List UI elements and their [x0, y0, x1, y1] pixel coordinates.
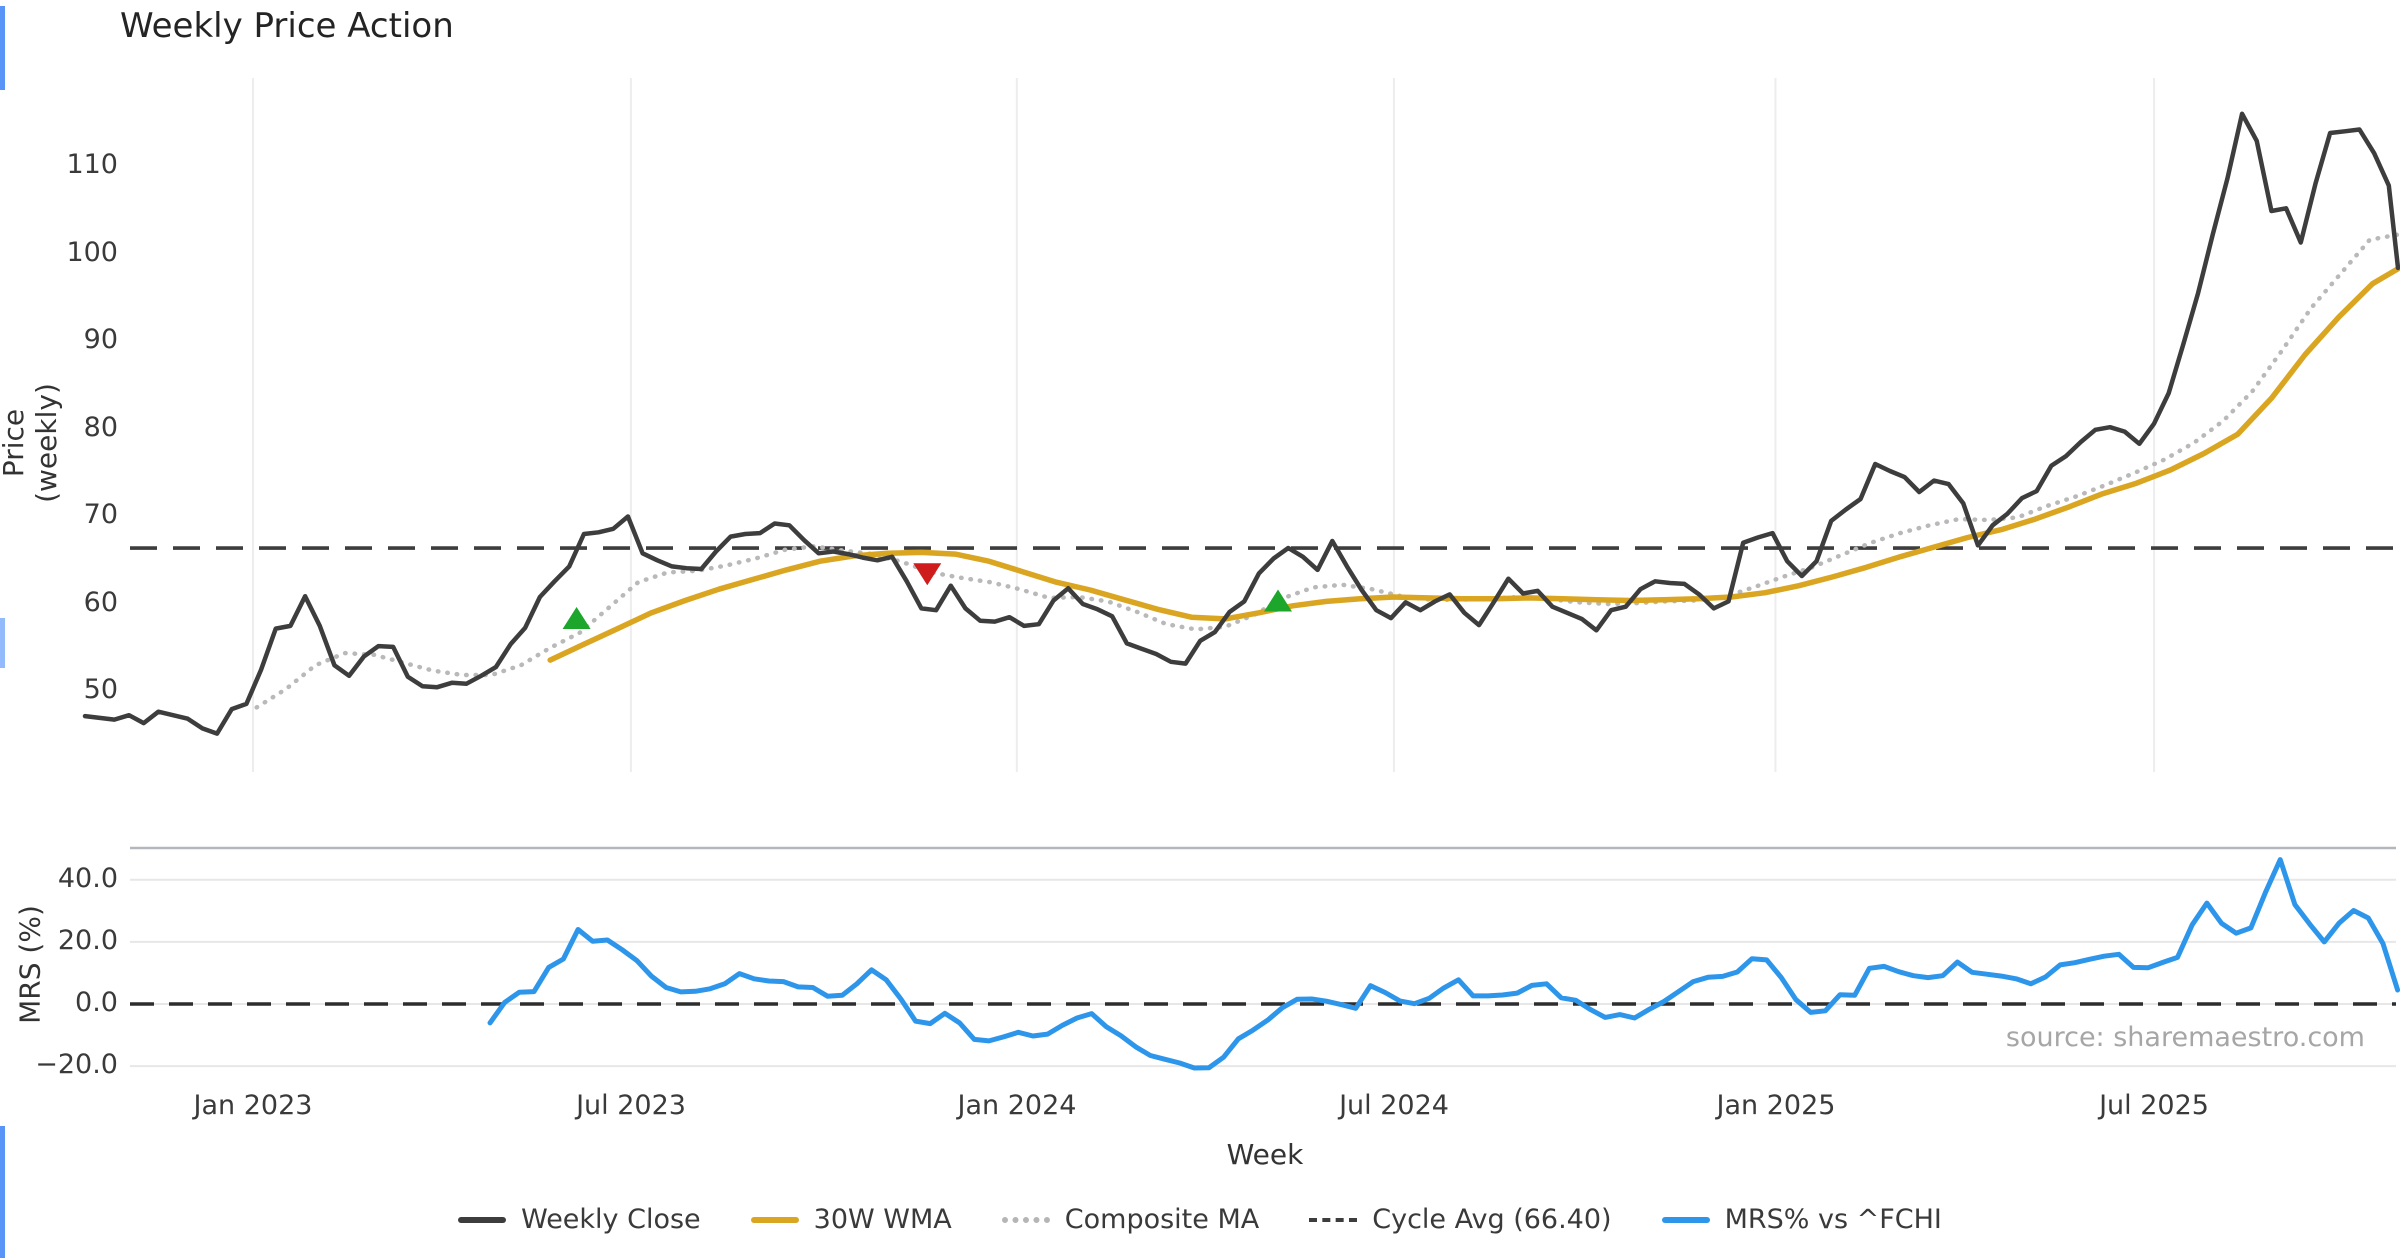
price-axis-label: Price (weekly) — [0, 383, 63, 503]
mrs-axis-label: MRS (%) — [13, 905, 47, 1024]
legend-item-composite-ma: Composite MA — [1001, 1204, 1260, 1235]
price-ytick-90: 90 — [83, 324, 118, 355]
source-note: source: sharemaestro.com — [2005, 1022, 2365, 1053]
mrs-line-swatch-icon — [1661, 1216, 1710, 1223]
legend-label: Weekly Close — [521, 1204, 701, 1235]
legend-item-cycle-avg: Cycle Avg (66.40) — [1309, 1204, 1612, 1235]
mrs-ytick-20: 20.0 — [57, 925, 118, 956]
left-edge-artifact — [0, 6, 5, 90]
legend-label: Composite MA — [1064, 1204, 1260, 1235]
price-ytick-100: 100 — [66, 237, 118, 268]
xtick-jul-2023: Jul 2023 — [576, 1090, 686, 1121]
legend-item-weekly-close: Weekly Close — [458, 1204, 701, 1235]
mrs-ytick-40: 40.0 — [57, 863, 118, 894]
price-ytick-70: 70 — [83, 499, 118, 530]
x-axis-label: Week — [1226, 1138, 1304, 1171]
left-edge-artifact — [0, 618, 5, 668]
cycle-avg-line-swatch-icon — [1309, 1217, 1358, 1222]
left-edge-artifact — [0, 1126, 5, 1258]
legend-item-mrs: MRS% vs ^FCHI — [1661, 1204, 1942, 1235]
xtick-jan-2024: Jan 2024 — [957, 1090, 1077, 1121]
xtick-jul-2024: Jul 2024 — [1339, 1090, 1449, 1121]
price-ytick-80: 80 — [83, 412, 118, 443]
xtick-jan-2023: Jan 2023 — [193, 1090, 313, 1121]
xtick-jul-2025: Jul 2025 — [2099, 1090, 2209, 1121]
legend-label: Cycle Avg (66.40) — [1372, 1204, 1612, 1235]
composite-ma-line-swatch-icon — [1001, 1216, 1050, 1223]
price-ytick-50: 50 — [83, 674, 118, 705]
xtick-jan-2025: Jan 2025 — [1716, 1090, 1836, 1121]
mrs-ytick-neg20: −20.0 — [35, 1049, 118, 1080]
price-ytick-60: 60 — [83, 587, 118, 618]
chart-title: Weekly Price Action — [120, 6, 454, 46]
legend-item-30w-wma: 30W WMA — [750, 1204, 952, 1235]
legend-label: 30W WMA — [813, 1204, 952, 1235]
price-ytick-110: 110 — [66, 149, 118, 180]
legend-label: MRS% vs ^FCHI — [1724, 1204, 1942, 1235]
mrs-ytick-0: 0.0 — [75, 987, 118, 1018]
weekly-close-line-swatch-icon — [458, 1216, 507, 1223]
chart-legend: Weekly Close 30W WMA Composite MA Cycle … — [0, 1204, 2400, 1235]
wma-line-swatch-icon — [750, 1216, 799, 1223]
